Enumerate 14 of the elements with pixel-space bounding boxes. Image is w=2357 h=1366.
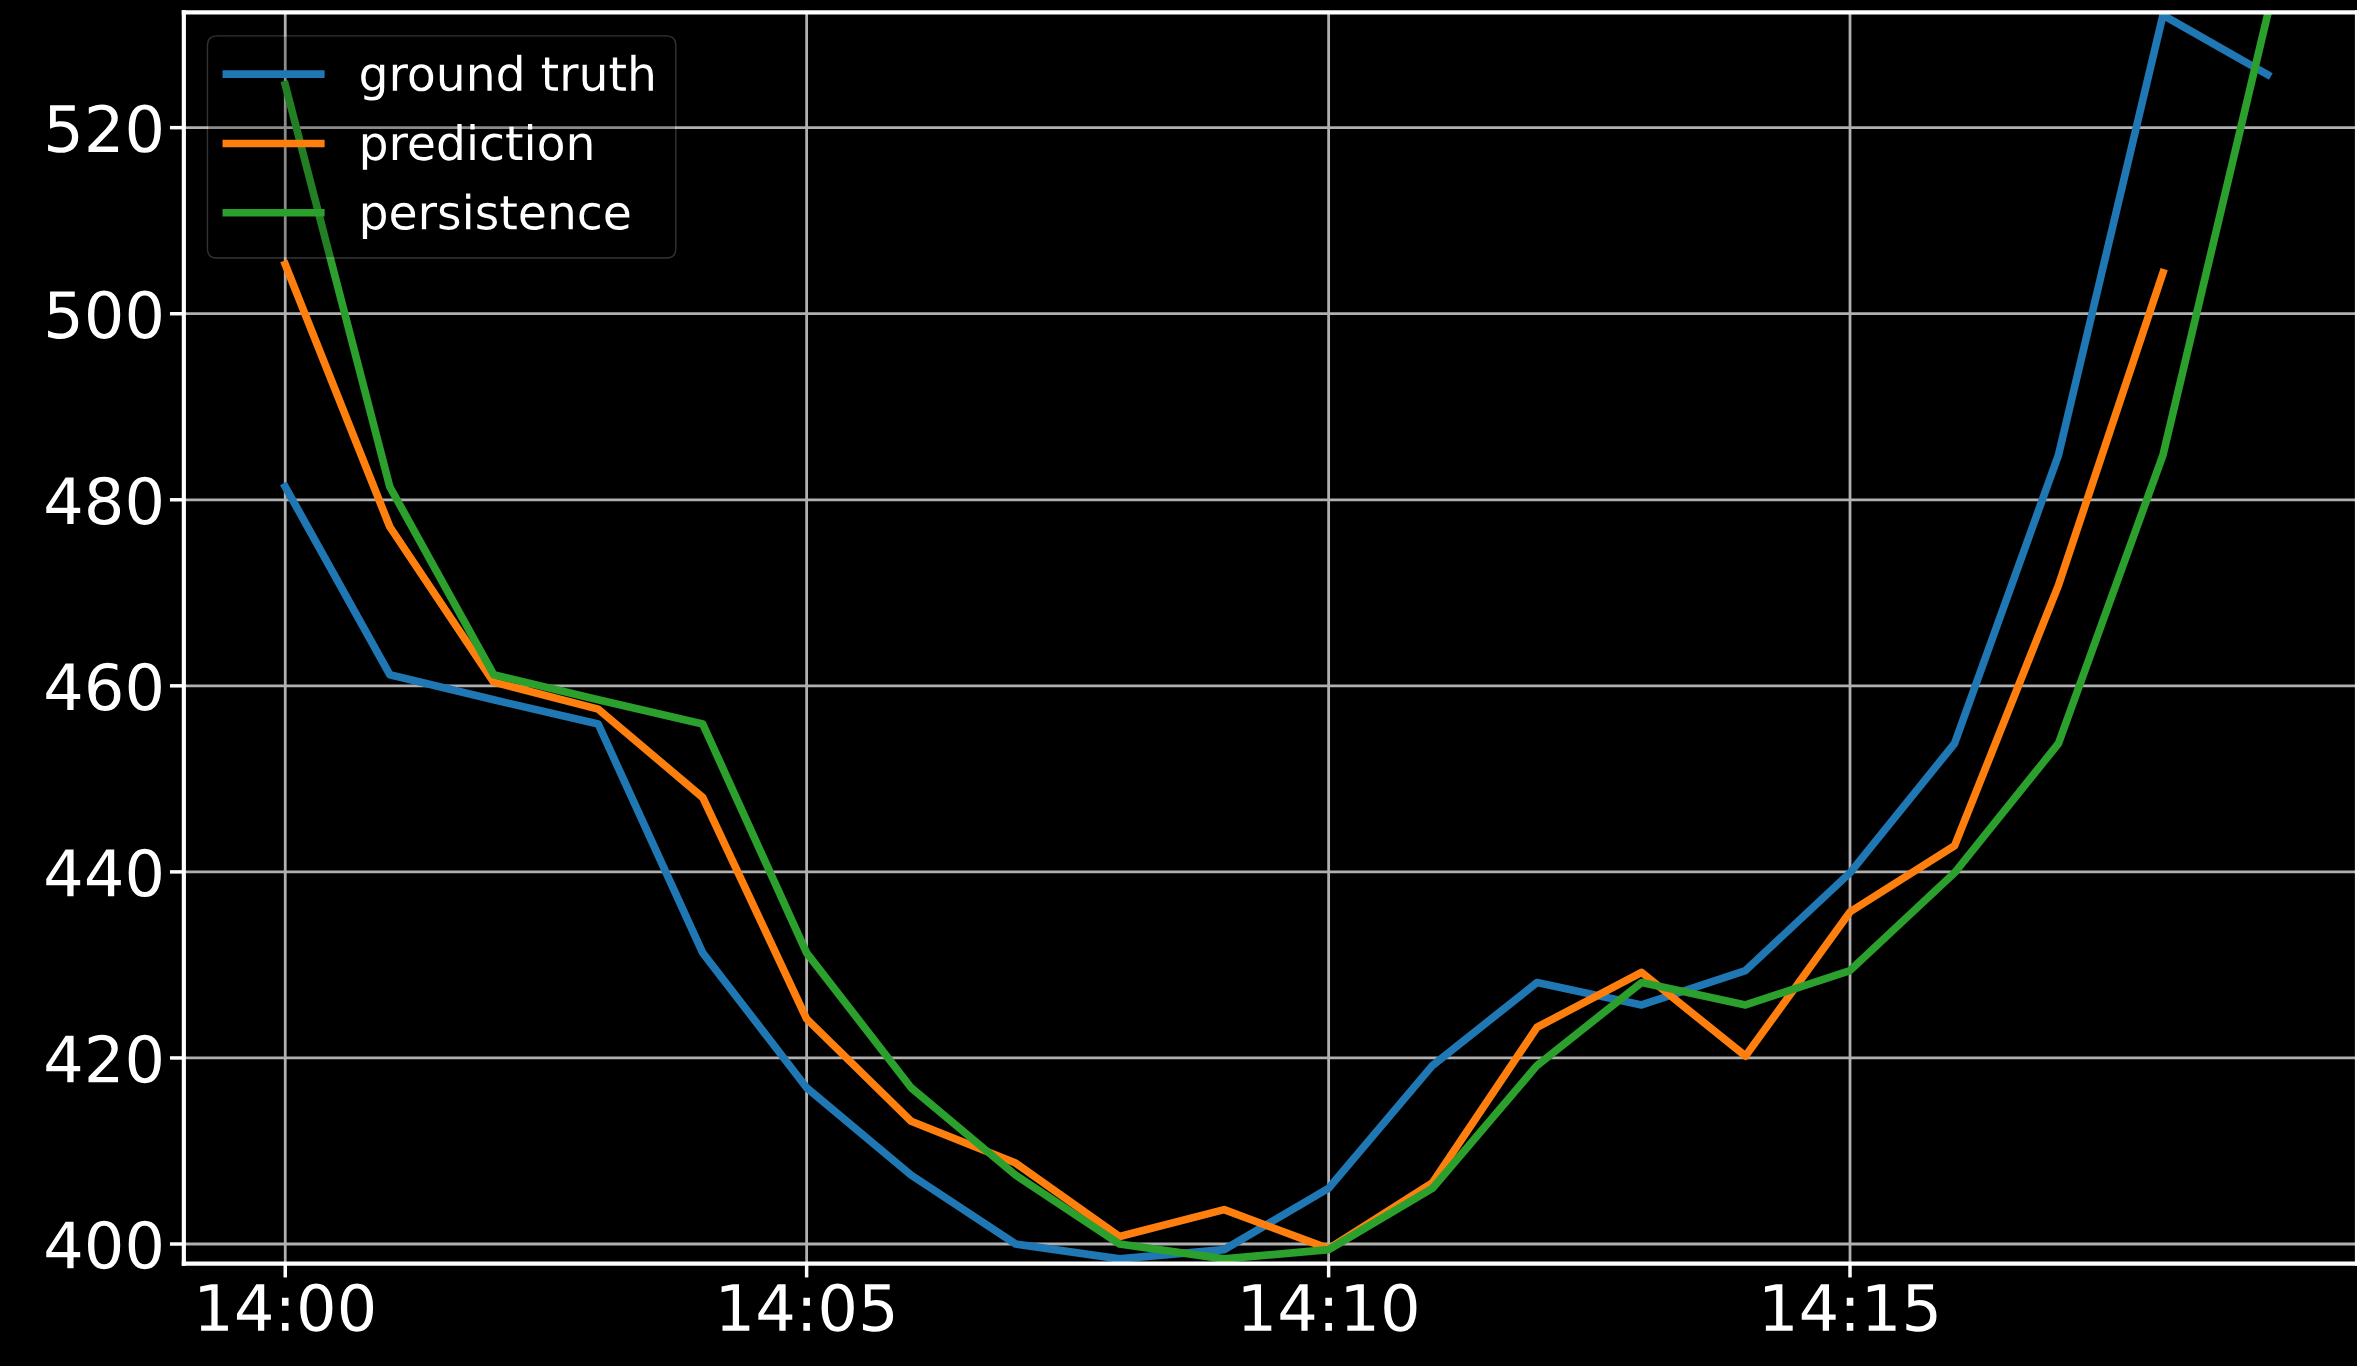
y-tick-label: 460: [46, 662, 161, 712]
x-tick-label: 14:15: [1764, 1284, 1937, 1332]
y-tick-label: 500: [48, 290, 161, 339]
x-tick-label: 14:05: [721, 1283, 894, 1332]
legend-label: ground truth: [361, 54, 653, 101]
legend-label: persistence: [362, 193, 630, 240]
legend-label: prediction: [362, 124, 592, 170]
y-tick-label: 520: [48, 104, 161, 153]
x-tick-label: 14:10: [1243, 1283, 1417, 1332]
y-tick-label: 400: [46, 1220, 161, 1270]
y-tick-label: 440: [46, 848, 161, 898]
y-tick-label: 480: [46, 476, 161, 525]
y-tick-label: 420: [46, 1034, 161, 1084]
x-tick-label: 14:00: [200, 1283, 374, 1332]
